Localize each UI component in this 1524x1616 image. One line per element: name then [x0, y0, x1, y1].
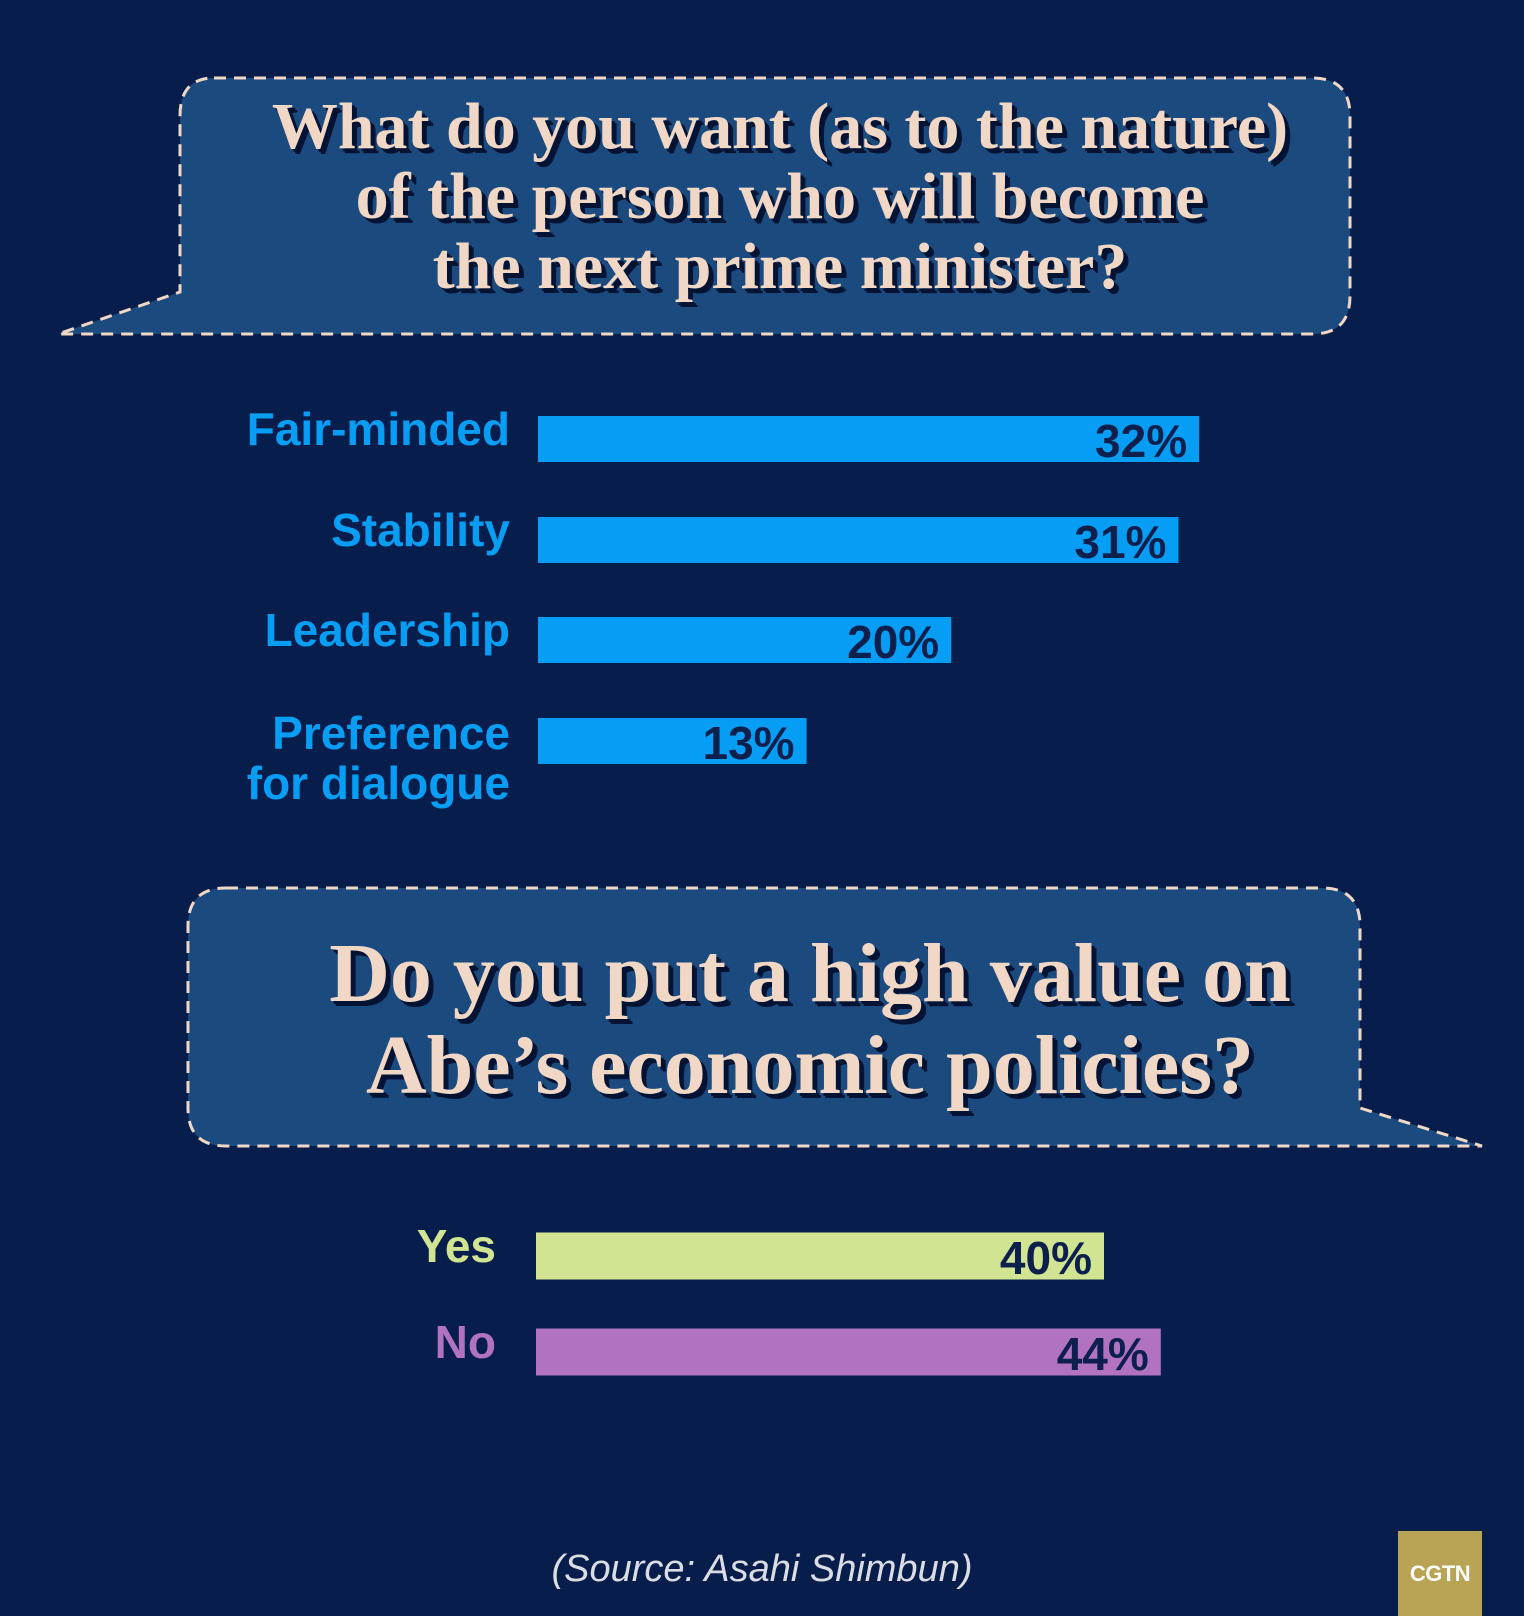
category-label: Fair-minded [246, 403, 510, 455]
bar-value-label: 40% [1000, 1232, 1092, 1284]
question-2-title: Do you put a high value on Abe’s economi… [329, 927, 1291, 1112]
bar-no [536, 1328, 1161, 1376]
question-bubble-1 [57, 76, 1352, 336]
bar-leadership [538, 617, 952, 663]
category-label: Preference for dialogue [246, 707, 510, 809]
bar-value-label: 13% [703, 717, 795, 769]
cgtn-logo: CGTN [1398, 1531, 1482, 1616]
bar-value-label: 20% [847, 616, 939, 668]
category-label: No [434, 1316, 496, 1368]
question-1-title: What do you want (as to the nature) of t… [271, 90, 1289, 303]
category-label: Yes [416, 1220, 496, 1272]
category-label: Stability [331, 504, 510, 556]
bar-yes [536, 1232, 1104, 1280]
bar-value-label: 44% [1057, 1328, 1149, 1380]
bar-preference-for-dialogue [538, 718, 807, 764]
source-note: (Source: Asahi Shimbun) [551, 1548, 973, 1590]
category-label: Leadership [264, 604, 510, 656]
bar-fair-minded [538, 416, 1200, 462]
question-bubble-2 [186, 886, 1483, 1148]
bar-stability [538, 517, 1179, 563]
bar-value-label: 31% [1074, 516, 1166, 568]
bar-value-label: 32% [1095, 415, 1187, 467]
